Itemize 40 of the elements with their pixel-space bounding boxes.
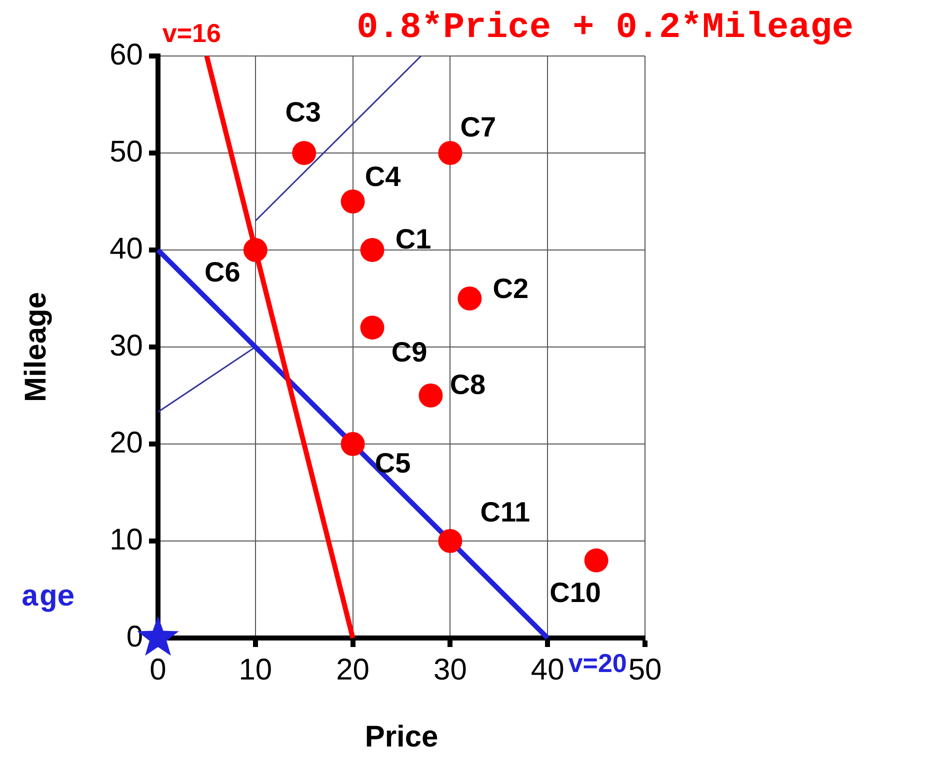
x-axis-title: Price	[364, 720, 438, 754]
y-tick-label: 50	[110, 135, 143, 168]
annotation: C3	[285, 96, 321, 128]
x-tick-label: 30	[434, 653, 467, 686]
point	[438, 141, 462, 165]
annotation: C2	[492, 273, 529, 304]
point	[340, 432, 365, 456]
annotation: C6	[204, 256, 240, 288]
point	[360, 238, 384, 262]
y-tick-label: 60	[110, 38, 143, 72]
x-tick-label: 0	[150, 653, 166, 686]
point	[243, 238, 268, 262]
annotation: C1	[395, 224, 432, 255]
chart-title: 0.8*Price + 0.2*Mileage	[356, 7, 854, 48]
point	[292, 141, 316, 165]
point	[584, 548, 608, 572]
x-tick-label: 50	[628, 653, 662, 686]
point	[458, 286, 482, 310]
point	[438, 529, 462, 553]
y-tick-label: 40	[110, 232, 143, 266]
y-axis-title: Mileage	[19, 292, 52, 402]
annotation: C4	[364, 161, 402, 192]
y-tick-label: 30	[110, 329, 143, 362]
annotation: C7	[460, 112, 496, 143]
y-tick-label: 10	[110, 523, 143, 556]
point	[360, 316, 384, 340]
point	[340, 190, 365, 214]
series-label: v=20	[568, 648, 627, 678]
annotation: C8	[450, 369, 486, 400]
annotation: C11	[480, 496, 530, 528]
y-tick-label: 0	[126, 620, 143, 654]
text: age	[20, 582, 75, 616]
point	[418, 384, 443, 408]
x-tick-label: 10	[238, 653, 272, 686]
y-tick-label: 20	[110, 426, 143, 460]
x-tick-label: 20	[336, 653, 370, 686]
x-tick-label: 40	[530, 653, 564, 686]
annotation: C10	[550, 577, 601, 608]
annotation: C5	[374, 448, 411, 479]
series-label: v=16	[162, 18, 221, 48]
